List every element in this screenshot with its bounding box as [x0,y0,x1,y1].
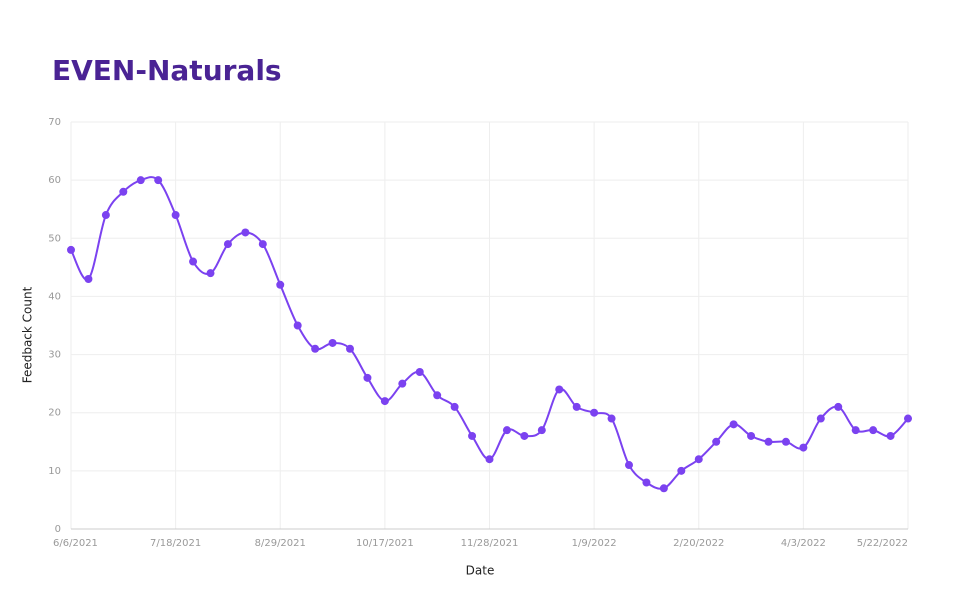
point [851,426,860,435]
x-tick-label: 2/20/2022 [673,538,724,549]
x-tick-label: 4/3/2022 [781,538,826,549]
point [590,408,599,417]
point [223,240,232,249]
y-axis-title: Feedback Count [21,286,35,383]
point [764,437,773,446]
y-tick-label: 40 [48,291,61,302]
point [136,176,145,185]
point [241,228,250,237]
point [869,426,878,435]
point [154,176,163,185]
point [555,385,564,394]
x-tick-label: 6/6/2021 [53,538,98,549]
y-tick-label: 70 [48,117,61,128]
point [537,426,546,435]
point [781,437,790,446]
point [572,402,581,411]
point [311,344,320,353]
y-tick-label: 50 [48,233,61,244]
point [502,426,511,435]
point [520,431,529,440]
point [659,484,668,493]
point [119,187,128,196]
point [328,338,337,347]
point [729,420,738,429]
point [206,269,215,278]
point [84,274,93,283]
point [189,257,198,266]
point [625,461,633,470]
point [816,414,825,423]
x-tick-label: 1/9/2022 [572,538,617,549]
y-tick-label: 20 [48,408,61,419]
point [380,397,389,406]
point [293,321,302,330]
x-tick-label: 11/28/2021 [461,538,519,549]
point [694,455,703,464]
point [904,414,912,423]
point [485,455,494,464]
point [450,402,459,411]
point [346,344,354,353]
y-tick-label: 60 [48,175,61,186]
point [67,245,75,254]
point [712,437,721,446]
point [886,431,895,440]
x-tick-label: 7/18/2021 [150,538,201,549]
chart-title: EVEN-Naturals [52,54,282,87]
point [258,240,267,249]
y-tick-label: 0 [55,524,61,535]
point [642,478,651,487]
point [747,431,756,440]
point [276,280,285,289]
point [101,211,110,220]
point [799,443,808,452]
y-tick-label: 30 [48,350,61,361]
point [834,402,843,411]
point [677,466,686,475]
point [468,431,477,440]
point [415,368,424,377]
point [433,391,442,400]
x-tick-label: 8/29/2021 [255,538,306,549]
x-tick-label: 10/17/2021 [356,538,414,549]
point [398,379,407,388]
point [363,373,372,382]
point [171,211,180,220]
y-tick-label: 10 [48,466,61,477]
x-axis-title: Date [466,564,495,578]
x-tick-label: 5/22/2022 [857,538,908,549]
point [607,414,616,423]
